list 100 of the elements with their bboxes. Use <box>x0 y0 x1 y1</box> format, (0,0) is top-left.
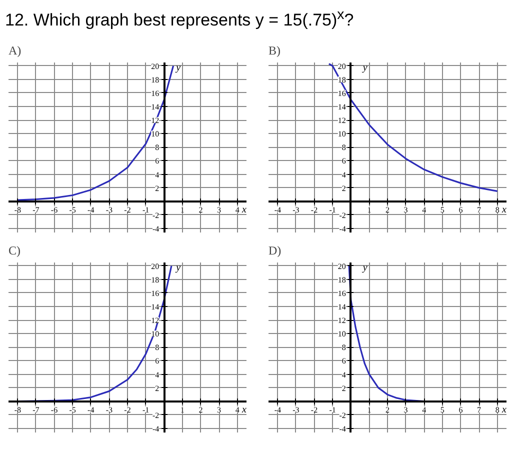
y-tick-label: 6 <box>342 156 346 166</box>
x-tick-label: -3 <box>292 205 300 214</box>
x-tick-label: 4 <box>422 205 426 214</box>
x-tick-label: 2 <box>198 205 203 214</box>
x-tick-label: 8 <box>495 405 500 414</box>
x-tick-label: -4 <box>88 205 94 214</box>
x-axis-title: x <box>501 204 508 216</box>
y-tick-label: 12 <box>151 116 160 126</box>
y-tick-label: 4 <box>342 370 346 380</box>
y-axis-title: y <box>175 62 182 74</box>
x-tick-label: 8 <box>495 205 500 214</box>
chart-subtitle: A) <box>8 44 22 58</box>
y-tick-label: -4 <box>152 424 160 434</box>
x-tick-label: 3 <box>217 405 222 414</box>
x-tick-label: 2 <box>386 205 390 214</box>
y-tick-label: 8 <box>155 143 160 152</box>
y-tick-label: 4 <box>155 370 160 380</box>
y-tick-label: 18 <box>151 75 160 84</box>
chart-title: 12. Which graph best represents y = 15(.75)$^{x}$? <box>5 6 354 32</box>
x-tick-label: 1 <box>180 405 184 414</box>
y-tick-label: 14 <box>338 302 346 312</box>
y-tick-label: 10 <box>151 330 160 339</box>
y-tick-label: 20 <box>151 62 160 71</box>
x-tick-label: -4 <box>274 205 281 214</box>
y-axis-title: y <box>362 62 368 74</box>
x-tick-label: 6 <box>458 405 463 414</box>
x-tick-label: 2 <box>386 405 390 414</box>
x-tick-label: -7 <box>32 405 40 414</box>
x-axis-title: x <box>241 204 248 216</box>
x-tick-label: -7 <box>32 205 40 214</box>
x-tick-label: -3 <box>292 405 300 414</box>
y-tick-label: 6 <box>155 356 160 366</box>
y-tick-label: -4 <box>339 224 346 234</box>
y-tick-label: 14 <box>338 102 346 112</box>
y-tick-label: 4 <box>342 170 346 180</box>
y-tick-label: 18 <box>338 75 346 84</box>
x-tick-label: -2 <box>310 205 318 214</box>
x-tick-label: -5 <box>69 405 76 414</box>
x-tick-label: 6 <box>458 205 463 214</box>
y-tick-label: 14 <box>151 302 160 312</box>
x-tick-label: -1 <box>142 205 150 214</box>
x-tick-label: -3 <box>106 205 113 214</box>
x-tick-label: -3 <box>106 405 113 414</box>
x-tick-label: 4 <box>235 405 240 414</box>
chart-subtitle: C) <box>8 244 21 258</box>
y-tick-label: 16 <box>151 288 160 298</box>
y-tick-label: -4 <box>339 424 346 434</box>
chart-subtitle: D) <box>268 244 282 258</box>
y-axis-title: y <box>362 262 368 274</box>
y-tick-label: 6 <box>155 156 160 166</box>
x-tick-label: -5 <box>69 205 76 214</box>
x-tick-label: -4 <box>88 405 94 414</box>
x-tick-label: 5 <box>440 205 444 214</box>
x-tick-label: 7 <box>477 405 482 414</box>
chart-subtitle: B) <box>268 44 281 58</box>
x-tick-label: -2 <box>310 405 318 414</box>
y-tick-label: 2 <box>342 184 346 193</box>
x-tick-label: -1 <box>329 205 336 214</box>
y-tick-label: -4 <box>152 224 160 234</box>
y-tick-label: 16 <box>338 88 346 98</box>
y-tick-label: 12 <box>338 316 346 326</box>
x-tick-label: -8 <box>14 205 21 214</box>
y-axis-title: y <box>175 262 182 274</box>
y-tick-label: 10 <box>338 330 346 339</box>
y-tick-label: 10 <box>151 130 160 139</box>
x-tick-label: 3 <box>404 405 408 414</box>
x-tick-label: 4 <box>235 205 240 214</box>
y-tick-label: 6 <box>342 356 346 366</box>
y-tick-label: 2 <box>155 384 160 393</box>
x-tick-label: -2 <box>124 405 131 414</box>
y-tick-label: 12 <box>338 116 346 126</box>
y-tick-label: 18 <box>338 275 346 284</box>
y-tick-label: 4 <box>155 170 160 180</box>
y-tick-label: 2 <box>155 184 160 193</box>
y-tick-label: 16 <box>151 88 160 98</box>
x-tick-label: 5 <box>440 405 444 414</box>
y-tick-label: 14 <box>151 102 160 112</box>
y-tick-label: 2 <box>342 384 346 393</box>
x-tick-label: 3 <box>404 205 408 214</box>
x-tick-label: 4 <box>422 405 426 414</box>
y-tick-label: 8 <box>155 343 160 352</box>
x-axis-title: x <box>501 404 508 416</box>
y-tick-label: 20 <box>151 262 160 271</box>
x-tick-label: 1 <box>367 205 372 214</box>
y-tick-label: 10 <box>338 130 346 139</box>
x-tick-label: -1 <box>142 405 150 414</box>
y-tick-label: 8 <box>342 143 346 152</box>
x-tick-label: -8 <box>14 405 21 414</box>
x-axis-title: x <box>241 404 248 416</box>
x-tick-label: -6 <box>50 205 58 214</box>
y-tick-label: 20 <box>338 62 346 71</box>
x-tick-label: 2 <box>198 405 203 414</box>
x-tick-label: 7 <box>477 205 482 214</box>
y-tick-label: 8 <box>342 343 346 352</box>
x-tick-label: -1 <box>329 405 336 414</box>
y-tick-label: 20 <box>338 262 346 271</box>
y-tick-label: 12 <box>151 316 160 326</box>
y-tick-label: 18 <box>151 275 160 284</box>
x-tick-label: 1 <box>180 205 184 214</box>
x-tick-label: -4 <box>274 405 281 414</box>
